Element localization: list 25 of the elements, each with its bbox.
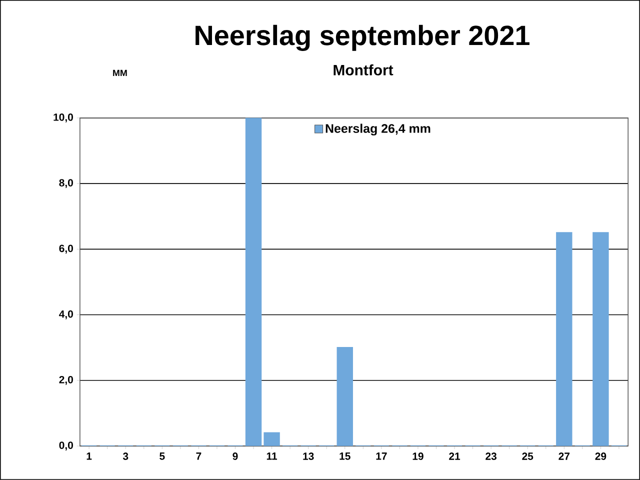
x-tick-label: 27 (558, 452, 570, 460)
y-tick-label: 0,0 (59, 442, 73, 451)
x-tick-label: 5 (160, 452, 165, 460)
x-tick-label: 3 (122, 452, 128, 460)
x-tick-label: 15 (340, 452, 350, 460)
x-tick-label: 23 (486, 452, 496, 460)
x-tick-label: 17 (376, 452, 387, 460)
y-axis-title: MM (113, 70, 127, 76)
y-tick-label: 4,0 (59, 310, 73, 320)
x-tick-label: 11 (266, 452, 278, 460)
x-tick-label: 21 (449, 452, 460, 460)
y-tick-label: 2,0 (59, 376, 73, 385)
x-tick-label: 7 (196, 452, 202, 460)
chart-title: Neerslag september 2021 (196, 24, 530, 51)
x-tick-label: 25 (522, 452, 534, 460)
y-tick-label: 6,0 (59, 244, 73, 254)
y-tick-label: 10,0 (54, 114, 73, 122)
x-tick-label: 29 (595, 452, 606, 460)
legend-label: Neerslag 26,4 mm (326, 124, 430, 136)
chart-subtitle: Montfort (334, 64, 394, 76)
x-tick-label: 19 (412, 452, 424, 460)
y-tick-label: 8,0 (59, 179, 73, 188)
x-tick-label: 9 (232, 452, 238, 460)
x-tick-label: 1 (86, 452, 92, 460)
x-tick-label: 13 (303, 452, 314, 460)
